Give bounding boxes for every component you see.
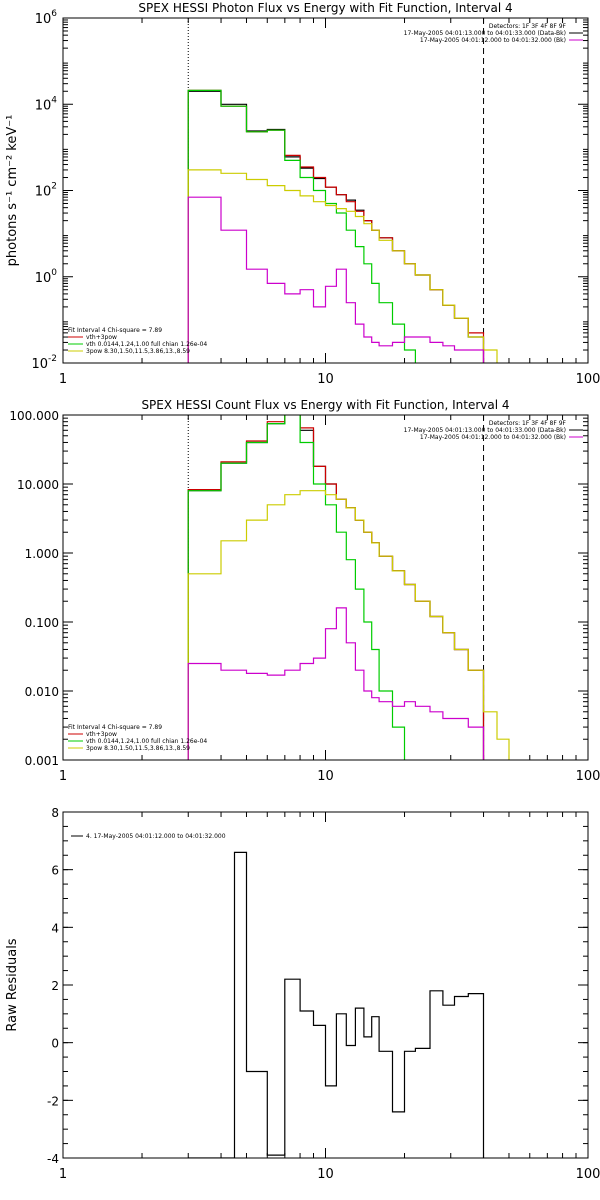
x-tick-label: 100 bbox=[576, 372, 600, 387]
panel-1: SPEX HESSI Photon Flux vs Energy with Fi… bbox=[5, 1, 600, 387]
x-tick-label: 1 bbox=[59, 769, 67, 784]
series-group bbox=[188, 851, 485, 1158]
legend-bottom-line: vth 0.0144,1.24,1.00 full chian 1.26e-04 bbox=[86, 341, 207, 348]
plot-frame bbox=[62, 811, 589, 1159]
chart-title: SPEX HESSI Photon Flux vs Energy with Fi… bbox=[138, 1, 512, 15]
y-tick-label: 10-2 bbox=[31, 354, 57, 372]
series-group bbox=[187, 89, 510, 363]
x-tick-label: 10 bbox=[317, 372, 334, 387]
legend-bottom-line: Fit Interval 4 Chi-square = 7.89 bbox=[68, 724, 162, 731]
y-tick-label: 2 bbox=[51, 979, 59, 993]
x-tick-label: 100 bbox=[576, 769, 600, 784]
y-tick-label: 100.000 bbox=[9, 409, 59, 423]
y-tick-exponent: -2 bbox=[48, 354, 57, 364]
y-tick-base: 10 bbox=[35, 185, 52, 200]
y-axis-label: photons s⁻¹ cm⁻² keV⁻¹ bbox=[5, 115, 20, 267]
y-tick-base: 10 bbox=[35, 12, 52, 27]
legend-bottom-line: 3pow 8.30,1.50,11.5,3.86,13.,8.59 bbox=[86, 348, 190, 355]
y-tick-label: 0.010 bbox=[25, 685, 59, 699]
series-5-line bbox=[187, 607, 485, 760]
x-tick-label: 10 bbox=[317, 769, 334, 784]
series-1-line bbox=[188, 851, 485, 1158]
y-tick-label: 102 bbox=[35, 182, 57, 200]
x-tick-label: 100 bbox=[576, 1167, 600, 1182]
y-tick-label: 4 bbox=[51, 921, 59, 935]
y-tick-label: 100 bbox=[35, 268, 58, 286]
y-tick-label: 104 bbox=[35, 95, 58, 113]
legend-bottom-line: vth 0.0144,1.24,1.00 full chian 1.26e-04 bbox=[86, 738, 207, 745]
legend-top-line: 17-May-2005 04:01:13.000 to 04:01:33.000… bbox=[404, 30, 566, 37]
legend-top-line: 17-May-2005 04:01:12.000 to 04:01:32.000… bbox=[420, 37, 566, 44]
series-4-line bbox=[187, 490, 510, 760]
x-tick-label: 1 bbox=[59, 372, 67, 387]
legend-bottom-line: Fit Interval 4 Chi-square = 7.89 bbox=[68, 327, 162, 334]
y-tick-label: 0.100 bbox=[25, 616, 59, 630]
legend-bottom-line: vth+3pow bbox=[86, 334, 117, 341]
legend-top-line: Detectors: 1F 3F 4F 8F 9F bbox=[489, 420, 567, 427]
legend-top-line: 17-May-2005 04:01:13.000 to 04:01:33.000… bbox=[404, 427, 566, 434]
legend-bottom-line: 3pow 8.30,1.50,11.5,3.86,13.,8.59 bbox=[86, 745, 190, 752]
y-tick-base: 10 bbox=[35, 98, 52, 113]
series-4-line bbox=[187, 169, 510, 363]
y-tick-base: 10 bbox=[31, 357, 48, 372]
series-3-line bbox=[187, 89, 431, 363]
plot-frame bbox=[62, 17, 589, 364]
y-axis-label: Raw Residuals bbox=[5, 938, 20, 1031]
y-tick-label: 106 bbox=[35, 9, 58, 27]
legend-top-line: Detectors: 1F 3F 4F 8F 9F bbox=[489, 23, 567, 30]
series-group bbox=[187, 415, 510, 760]
x-tick-label: 1 bbox=[59, 1167, 67, 1182]
y-tick-label: 1.000 bbox=[25, 547, 59, 561]
y-tick-exponent: 0 bbox=[51, 268, 57, 278]
panel-3: Raw Residuals 1 10 100 -4 -2 0 2 4 6 8 4. 17-May-20… bbox=[5, 806, 600, 1182]
y-tick-label: -4 bbox=[47, 1152, 59, 1166]
y-tick-label: 8 bbox=[51, 806, 59, 820]
y-minor-ticks bbox=[63, 19, 588, 351]
series-3-line bbox=[187, 415, 406, 760]
x-minor-ticks bbox=[141, 812, 577, 1158]
panels: SPEX HESSI Photon Flux vs Energy with Fi… bbox=[5, 1, 600, 1182]
y-tick-exponent: 6 bbox=[51, 9, 57, 19]
legend-top-line: 4. 17-May-2005 04:01:12.000 to 04:01:32.… bbox=[86, 833, 226, 840]
legend-bottom-line: vth+3pow bbox=[86, 731, 117, 738]
y-tick-base: 10 bbox=[35, 271, 52, 286]
y-tick-label: 0 bbox=[51, 1037, 59, 1051]
y-tick-label: 6 bbox=[51, 864, 59, 878]
y-minor-ticks bbox=[63, 417, 588, 740]
y-tick-label: -2 bbox=[47, 1094, 59, 1108]
series-5-line bbox=[187, 196, 485, 363]
y-tick-label: 0.001 bbox=[25, 754, 59, 768]
panel-2: SPEX HESSI Count Flux vs Energy with Fit… bbox=[9, 398, 600, 784]
chart-title: SPEX HESSI Count Flux vs Energy with Fit… bbox=[141, 398, 509, 412]
legend-top-line: 17-May-2005 04:01:12.000 to 04:01:32.000… bbox=[420, 434, 566, 441]
y-tick-exponent: 4 bbox=[51, 95, 57, 105]
x-tick-label: 10 bbox=[317, 1167, 334, 1182]
y-tick-label: 10.000 bbox=[17, 478, 59, 492]
y-tick-exponent: 2 bbox=[51, 182, 57, 192]
plot-frame bbox=[62, 414, 589, 761]
